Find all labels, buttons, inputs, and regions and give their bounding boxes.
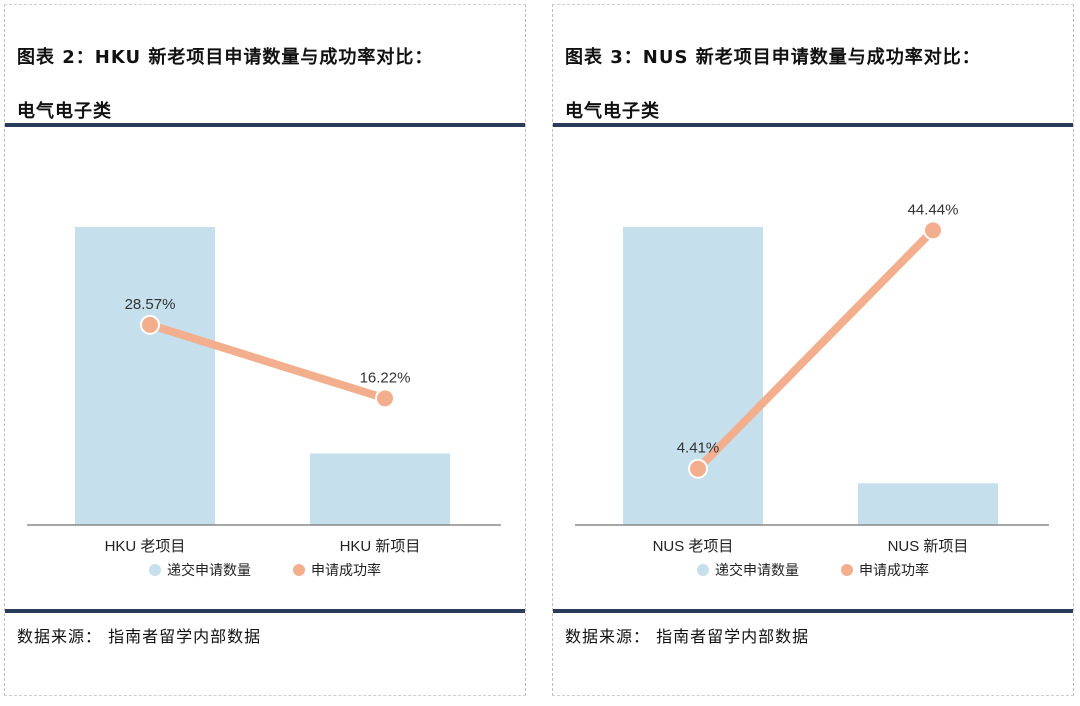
hku-combo-chart: HKU 老项目 HKU 新项目 28.57% 16.22% 递交申请数量 申请成功率 xyxy=(27,227,501,578)
x-tick-label: HKU 老项目 xyxy=(105,538,186,555)
bottom-divider xyxy=(553,609,1073,613)
top-divider xyxy=(553,123,1073,127)
rate-line xyxy=(694,226,937,473)
chart-subtitle: 电气电子类 xyxy=(565,101,660,122)
legend-swatch-bar xyxy=(149,564,161,576)
top-divider xyxy=(5,123,525,127)
rate-line xyxy=(146,320,389,403)
bar-0 xyxy=(75,227,215,525)
bottom-divider xyxy=(5,609,525,613)
bar-1 xyxy=(858,483,998,525)
chart-title: 图表 2：HKU 新老项目申请数量与成功率对比： xyxy=(17,47,434,68)
bar-0 xyxy=(623,227,763,525)
chart-panel-nus: 图表 3：NUS 新老项目申请数量与成功率对比： 电气电子类 NUS 老项目 NU… xyxy=(552,4,1074,696)
legend: 递交申请数量 申请成功率 xyxy=(697,562,929,578)
nus-combo-chart: NUS 老项目 NUS 新项目 4.41% 44.44% 递交申请数量 申请成功率 xyxy=(575,201,1049,578)
legend: 递交申请数量 申请成功率 xyxy=(149,562,381,578)
legend-label-bar: 递交申请数量 xyxy=(715,562,799,578)
legend-label-line: 申请成功率 xyxy=(311,562,381,578)
rate-point xyxy=(375,388,395,409)
legend-label-bar: 递交申请数量 xyxy=(167,562,251,578)
legend-swatch-bar xyxy=(697,564,709,576)
legend-swatch-line xyxy=(841,564,853,576)
bar-1 xyxy=(310,453,450,525)
x-tick-label: NUS 老项目 xyxy=(653,538,734,555)
chart-subtitle: 电气电子类 xyxy=(17,101,112,122)
rate-data-label: 4.41% xyxy=(677,440,720,457)
source-note: 数据来源： 指南者留学内部数据 xyxy=(17,627,262,646)
rate-point xyxy=(923,220,943,241)
chart-title: 图表 3：NUS 新老项目申请数量与成功率对比： xyxy=(565,47,981,68)
rate-data-label: 28.57% xyxy=(125,296,176,313)
rate-data-label: 44.44% xyxy=(908,201,959,218)
rate-data-label: 16.22% xyxy=(360,369,411,386)
rate-point xyxy=(140,314,160,335)
legend-label-line: 申请成功率 xyxy=(859,562,929,578)
source-note: 数据来源： 指南者留学内部数据 xyxy=(565,627,810,646)
legend-swatch-line xyxy=(293,564,305,576)
rate-point xyxy=(688,458,708,479)
chart-panel-hku: 图表 2：HKU 新老项目申请数量与成功率对比： 电气电子类 HKU 老项目 HK… xyxy=(4,4,526,696)
x-tick-label: HKU 新项目 xyxy=(340,538,421,555)
x-tick-label: NUS 新项目 xyxy=(888,538,969,555)
